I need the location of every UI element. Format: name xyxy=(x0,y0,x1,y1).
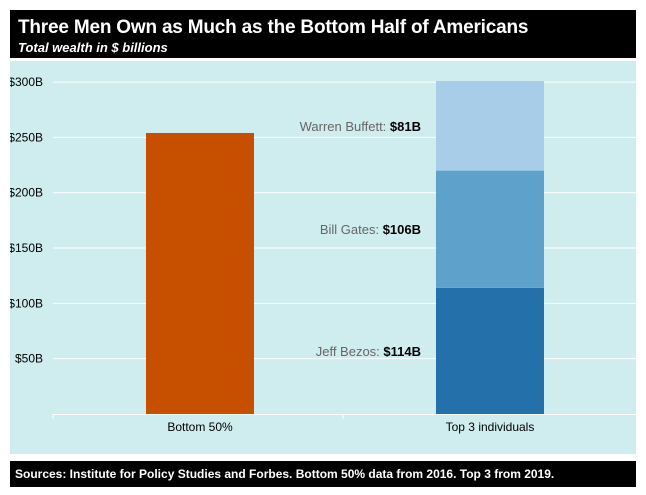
y-tick-label: $250B xyxy=(10,130,43,144)
chart-subtitle: Total wealth in $ billions xyxy=(18,40,168,55)
segment-annotation: Warren Buffett: $81B xyxy=(300,119,421,134)
annotation-name: Jeff Bezos: xyxy=(316,344,384,359)
x-tick-label: Top 3 individuals xyxy=(446,420,535,434)
chart-title: Three Men Own as Much as the Bottom Half… xyxy=(18,17,529,38)
y-tick-label: $100B xyxy=(10,296,43,310)
bar-bottom-50 xyxy=(146,132,254,414)
source-note: Sources: Institute for Policy Studies an… xyxy=(15,467,555,481)
plot-area: $50B $100B $150B $200B $250B $300B Bottom 50% T… xyxy=(8,61,636,454)
annotation-name: Warren Buffett: xyxy=(300,119,390,134)
y-tick-label: $200B xyxy=(10,186,43,200)
annotation-value: $81B xyxy=(390,119,421,134)
annotation-name: Bill Gates: xyxy=(320,222,383,237)
bar-bill-gates xyxy=(436,170,544,288)
x-tick-label: Bottom 50% xyxy=(167,420,233,434)
bar-warren-buffett xyxy=(436,81,544,171)
segment-annotation: Bill Gates: $106B xyxy=(320,222,421,237)
annotation-value: $114B xyxy=(383,344,421,359)
annotation-value: $106B xyxy=(383,222,421,237)
chart-footer: Sources: Institute for Policy Studies an… xyxy=(10,461,636,487)
chart-header: Three Men Own as Much as the Bottom Half… xyxy=(10,10,636,58)
segment-annotation: Jeff Bezos: $114B xyxy=(316,344,421,359)
bar-chart: $50B $100B $150B $200B $250B $300B Bottom 50% T… xyxy=(8,75,636,434)
bar-jeff-bezos xyxy=(436,287,544,414)
y-tick-label: $300B xyxy=(10,75,43,89)
y-tick-label: $150B xyxy=(10,241,43,255)
y-tick-label: $50B xyxy=(15,352,43,366)
